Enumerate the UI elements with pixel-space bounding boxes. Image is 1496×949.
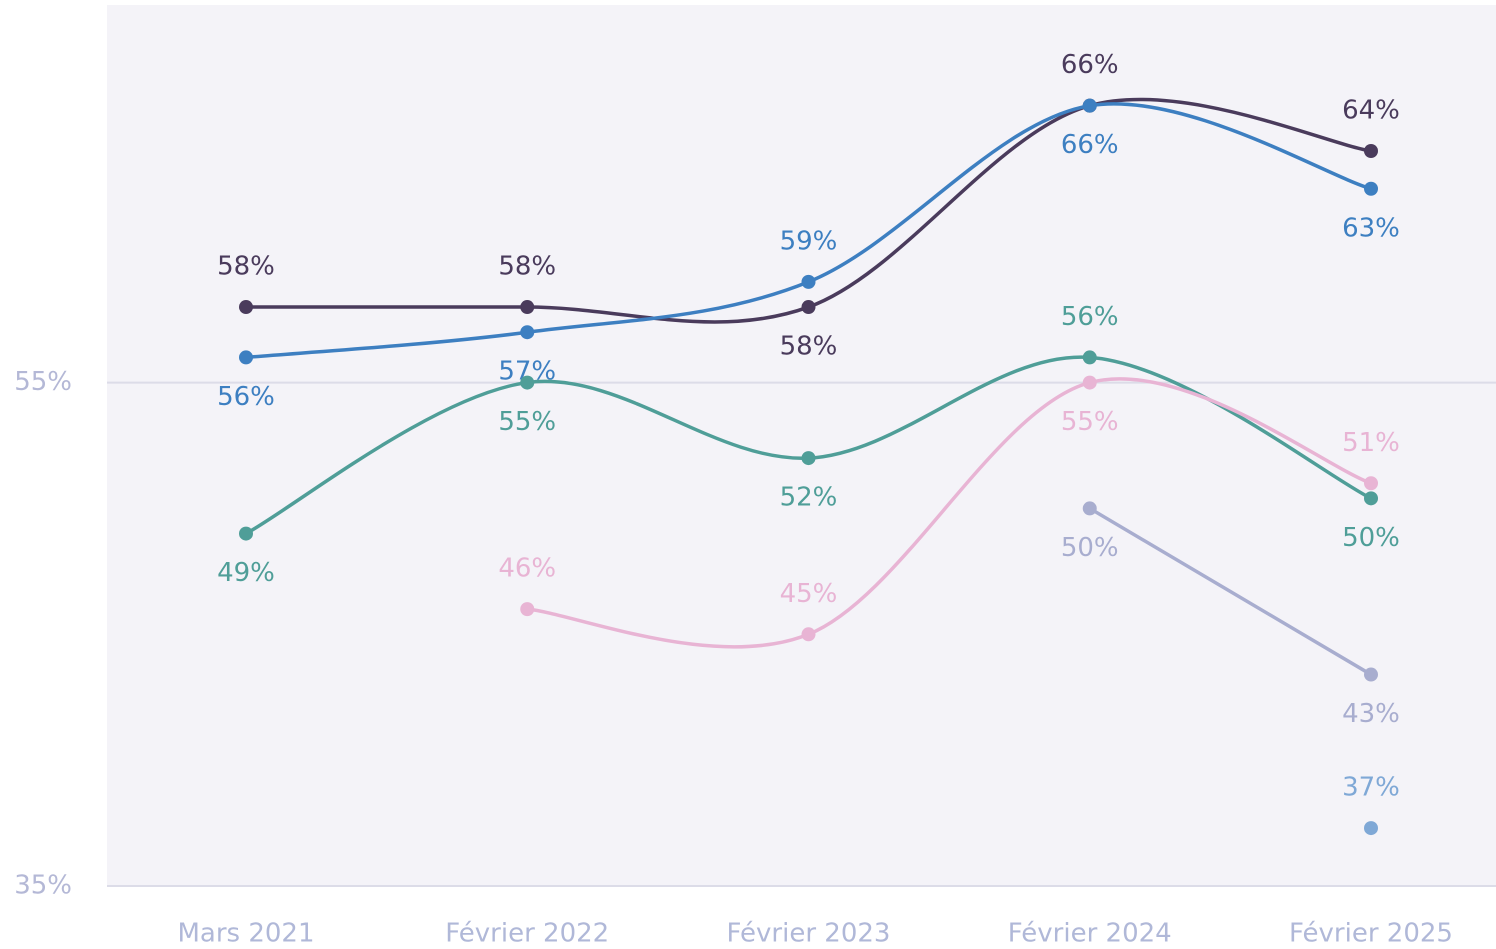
data-label: 66%	[1061, 130, 1119, 160]
series-line	[246, 97, 1372, 324]
point	[1364, 667, 1378, 682]
data-label: 52%	[780, 483, 838, 513]
data-label: 55%	[1061, 407, 1119, 437]
data-label: 55%	[498, 407, 556, 437]
data-label: 66%	[1061, 50, 1119, 80]
x-tick-label: Février 2022	[445, 919, 609, 949]
point	[1082, 375, 1097, 390]
data-label: 51%	[1342, 428, 1400, 458]
point	[520, 325, 535, 340]
series-line	[527, 377, 1372, 649]
data-label: 64%	[1342, 95, 1400, 125]
point	[801, 451, 816, 466]
point	[1082, 350, 1097, 365]
data-label: 56%	[1061, 302, 1119, 332]
point	[801, 627, 816, 642]
point	[801, 300, 816, 315]
data-label: 63%	[1342, 213, 1400, 243]
data-label: 46%	[498, 554, 556, 584]
data-label: 56%	[217, 382, 275, 412]
data-label: 58%	[217, 252, 275, 282]
x-tick-label: Février 2023	[727, 919, 891, 949]
data-label: 49%	[217, 558, 275, 588]
point	[520, 300, 535, 315]
data-label: 50%	[1061, 533, 1119, 563]
point	[520, 602, 535, 617]
plot-area	[107, 5, 1496, 886]
point	[1082, 501, 1097, 516]
point	[239, 526, 253, 541]
series-line	[1088, 506, 1372, 677]
x-tick-label: Février 2025	[1289, 919, 1453, 949]
x-tick-label: Février 2024	[1008, 919, 1172, 949]
point	[239, 350, 253, 365]
y-tick-label: 55%	[14, 367, 72, 397]
point	[1364, 821, 1378, 836]
y-tick-label: 35%	[14, 871, 72, 901]
point	[239, 300, 253, 315]
point	[1364, 476, 1378, 491]
x-tick-label: Mars 2021	[177, 919, 314, 949]
data-label: 37%	[1342, 773, 1400, 803]
point	[1082, 98, 1097, 113]
point	[520, 375, 535, 390]
data-label: 59%	[780, 226, 838, 256]
data-label: 58%	[498, 252, 556, 282]
data-label: 58%	[780, 332, 838, 362]
data-label: 43%	[1342, 699, 1400, 729]
point	[1364, 491, 1378, 506]
data-label: 45%	[780, 579, 838, 609]
point	[1364, 143, 1378, 158]
data-label: 50%	[1342, 523, 1400, 553]
point	[801, 274, 816, 289]
point	[1364, 181, 1378, 196]
